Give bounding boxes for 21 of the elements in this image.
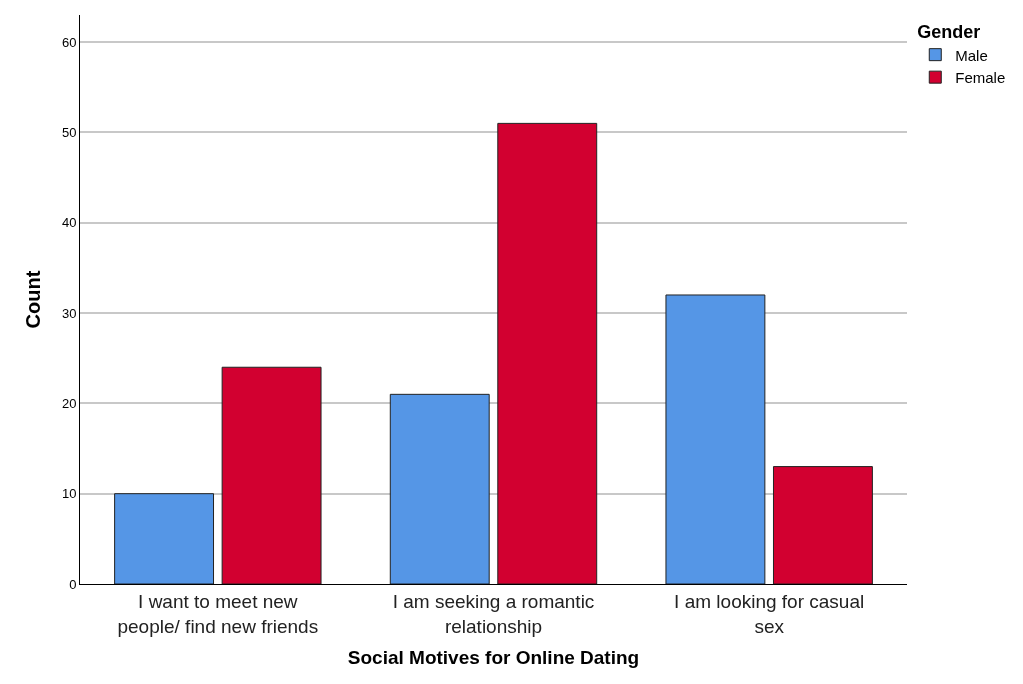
y-tick-label: 30 bbox=[61, 305, 77, 321]
legend-label: Male bbox=[955, 46, 988, 64]
y-tick-label: 0 bbox=[69, 576, 77, 592]
bar bbox=[772, 466, 873, 584]
x-axis-title: Social Motives for Online Dating bbox=[347, 647, 640, 669]
y-tick-label: 40 bbox=[61, 215, 77, 231]
bar bbox=[221, 366, 322, 584]
bar bbox=[114, 493, 215, 584]
y-tick-label: 20 bbox=[61, 395, 77, 411]
y-tick-label: 10 bbox=[61, 486, 77, 502]
bar bbox=[665, 294, 766, 584]
bar bbox=[389, 393, 490, 584]
y-tick-label: 50 bbox=[61, 124, 77, 140]
x-tick-label: I am looking for casual sex bbox=[674, 590, 865, 637]
y-axis-title: Count bbox=[22, 270, 45, 329]
bar bbox=[497, 122, 598, 584]
legend-label: Female bbox=[955, 69, 1006, 86]
legend-title: Gender bbox=[917, 22, 981, 43]
x-tick-label: I am seeking a romantic relationship bbox=[392, 590, 595, 637]
x-tick-label: I want to meet new people/ find new friends bbox=[117, 590, 319, 637]
y-tick-label: 60 bbox=[61, 34, 77, 50]
